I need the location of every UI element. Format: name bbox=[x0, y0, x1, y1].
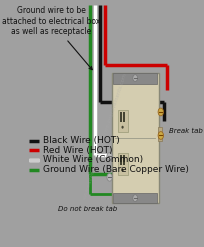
Text: Red Wire (HOT): Red Wire (HOT) bbox=[43, 146, 112, 155]
Text: Do not break tab: Do not break tab bbox=[58, 206, 118, 212]
Text: Black Wire (HOT): Black Wire (HOT) bbox=[43, 136, 119, 145]
Bar bbox=[120, 112, 122, 122]
Bar bbox=[120, 155, 122, 165]
Text: Ground Wire (Bare Copper Wire): Ground Wire (Bare Copper Wire) bbox=[43, 165, 188, 174]
Ellipse shape bbox=[121, 126, 124, 129]
Text: Break tab: Break tab bbox=[169, 128, 203, 134]
Ellipse shape bbox=[121, 169, 124, 172]
Circle shape bbox=[133, 195, 137, 202]
Bar bbox=[123, 155, 125, 165]
Bar bbox=[118, 110, 128, 132]
Circle shape bbox=[107, 173, 112, 181]
Circle shape bbox=[107, 152, 112, 160]
Text: www.easy-do-it-yourself-home-improvements.com: www.easy-do-it-yourself-home-improvement… bbox=[82, 72, 128, 200]
Bar bbox=[118, 153, 128, 175]
Circle shape bbox=[133, 75, 137, 82]
Text: Ground wire to be
attached to electrical box
as well as receptacle: Ground wire to be attached to electrical… bbox=[2, 6, 100, 70]
Bar bbox=[123, 112, 125, 122]
Text: White Wire (Common): White Wire (Common) bbox=[43, 155, 143, 164]
Bar bbox=[113, 73, 157, 84]
Bar bbox=[112, 73, 159, 204]
Bar bbox=[113, 193, 157, 204]
Circle shape bbox=[158, 108, 163, 116]
Bar bbox=[158, 127, 162, 141]
Circle shape bbox=[158, 132, 163, 139]
